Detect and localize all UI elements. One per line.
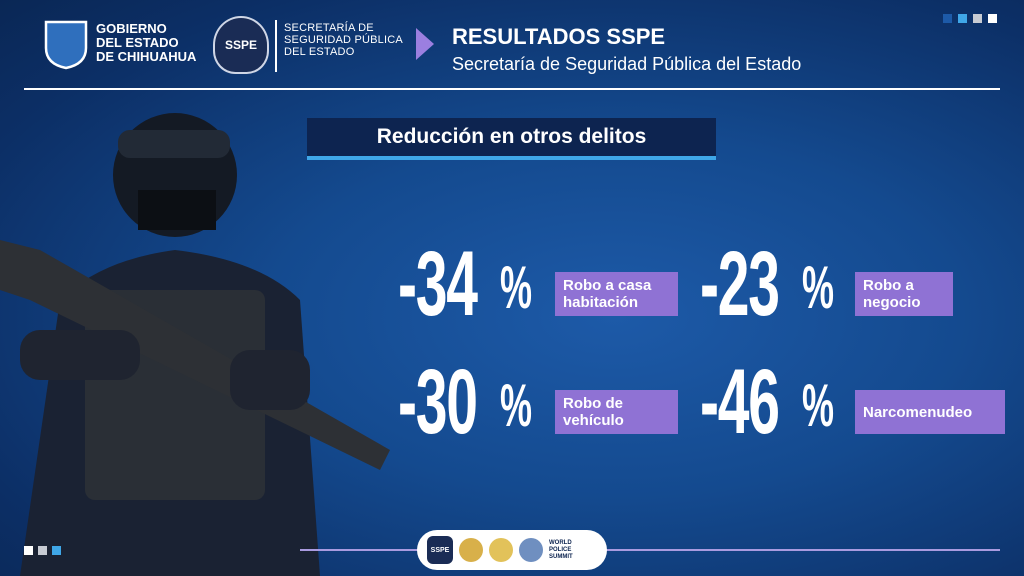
gobierno-text: GOBIERNO DEL ESTADO DE CHIHUAHUA (96, 22, 196, 64)
secretaria-line: SEGURIDAD PÚBLICA (284, 34, 403, 46)
stat-unit: % (802, 372, 835, 439)
deco-square (38, 546, 47, 555)
secretaria-line: SECRETARÍA DE (284, 22, 374, 34)
stat-label-line: Narcomenudeo (863, 403, 973, 421)
footer-rule (300, 549, 1000, 551)
stat-unit: % (802, 254, 835, 321)
stat-label: Robo de vehículo (555, 390, 678, 434)
officer-illustration (0, 113, 390, 576)
stat-number: -34 (398, 233, 478, 335)
stat-label: Robo a negocio (855, 272, 953, 316)
stat-number: -46 (700, 351, 780, 453)
stat-label-line: Robo de (563, 395, 623, 412)
footer-logos: SSPE WORLD POLICE SUMMIT (417, 530, 607, 570)
footer-seal (519, 538, 543, 562)
header-title: RESULTADOS SSPE (452, 24, 666, 49)
header-rule (24, 88, 1000, 90)
summit-line: POLICE (549, 546, 572, 553)
stat-number: -30 (398, 351, 478, 453)
stat-label-line: vehículo (563, 412, 624, 429)
header-divider (275, 20, 277, 72)
summit-logo: WORLD POLICE SUMMIT (549, 540, 573, 561)
section-title: Reducción en otros delitos (307, 118, 716, 160)
deco-square (943, 14, 952, 23)
sspe-logo-text: SSPE (224, 38, 257, 52)
gobierno-line: DEL ESTADO (96, 35, 179, 50)
footer-sspe-text: SSPE (430, 546, 450, 554)
stat-label-line: negocio (863, 294, 921, 311)
deco-square (24, 546, 33, 555)
secretaria-line: DEL ESTADO (284, 46, 355, 58)
stat-label-line: habitación (563, 294, 639, 311)
footer-seal (459, 538, 483, 562)
stat-unit: % (500, 254, 533, 321)
summit-line: SUMMIT (549, 553, 573, 560)
deco-square (52, 546, 61, 555)
stat-number: -23 (700, 233, 780, 335)
footer-seal (489, 538, 513, 562)
header-subtitle: Secretaría de Seguridad Pública del Esta… (452, 54, 802, 74)
secretaria-text: SECRETARÍA DE SEGURIDAD PÚBLICA DEL ESTA… (284, 22, 403, 58)
summit-line: WORLD (549, 539, 572, 546)
deco-square (973, 14, 982, 23)
gobierno-line: DE CHIHUAHUA (96, 49, 197, 64)
deco-square (988, 14, 997, 23)
stat-unit: % (500, 372, 533, 439)
footer-sspe-logo: SSPE (427, 536, 453, 564)
gobierno-line: GOBIERNO (96, 21, 167, 36)
stat-label-line: Robo a (863, 277, 914, 294)
stat-label-line: Robo a casa (563, 277, 652, 294)
gobierno-shield (44, 20, 88, 70)
header-arrow (416, 28, 434, 60)
deco-square (958, 14, 967, 23)
sspe-badge: SSPE (213, 16, 269, 74)
stat-label: Robo a casa habitación (555, 272, 678, 316)
stat-label: Narcomenudeo (855, 390, 1005, 434)
section-title-text: Reducción en otros delitos (376, 125, 647, 148)
